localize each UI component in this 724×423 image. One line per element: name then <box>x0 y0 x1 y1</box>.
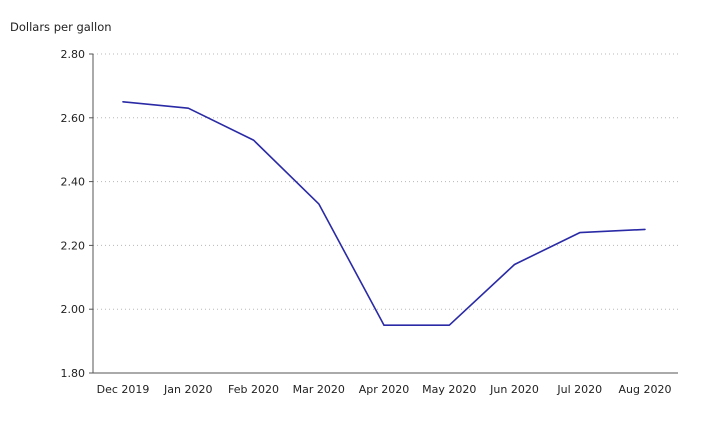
y-tick-label: 2.00 <box>61 303 86 316</box>
x-tick-label: Jan 2020 <box>163 383 212 396</box>
x-tick-label: Mar 2020 <box>293 383 345 396</box>
series-layer <box>122 101 646 327</box>
grid-lines <box>93 53 678 310</box>
y-axis-title: Dollars per gallon <box>10 20 112 34</box>
y-tick-label: 2.40 <box>61 176 86 189</box>
y-tick-label: 2.60 <box>61 112 86 125</box>
x-tick-label: Jun 2020 <box>489 383 539 396</box>
y-tick-label: 1.80 <box>61 367 86 380</box>
x-tick-label: Apr 2020 <box>359 383 410 396</box>
x-tick-label: Feb 2020 <box>228 383 279 396</box>
x-tick-label: Dec 2019 <box>97 383 150 396</box>
y-tick-label: 2.80 <box>61 48 86 61</box>
x-tick-labels: Dec 2019 Jan 2020 Feb 2020 Mar 2020 Apr 2020… <box>97 383 672 396</box>
series-line <box>122 101 646 327</box>
x-tick-label: May 2020 <box>422 383 476 396</box>
axes <box>89 53 678 374</box>
y-tick-labels: 1.80 2.00 2.20 2.40 2.60 2.80 <box>61 48 86 380</box>
y-tick-label: 2.20 <box>61 239 86 252</box>
x-tick-label: Jul 2020 <box>556 383 602 396</box>
x-tick-label: Aug 2020 <box>619 383 672 396</box>
